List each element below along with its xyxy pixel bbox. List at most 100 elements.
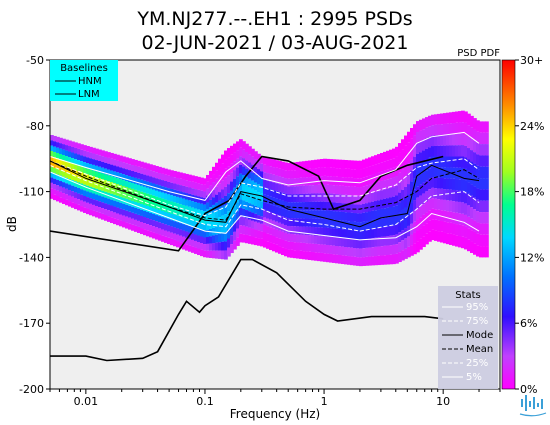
density-cell [152,189,156,196]
density-cell [53,151,57,158]
density-cell [143,210,147,218]
density-cell [482,121,486,133]
density-cell [77,182,81,189]
density-cell [221,189,225,199]
density-cell [137,178,141,185]
density-cell [167,231,171,238]
density-cell [485,189,489,201]
density-cell [380,246,384,256]
density-cell [389,178,393,188]
density-cell [383,245,387,256]
density-cell [71,146,75,153]
density-cell [440,199,444,211]
density-cell [404,207,408,218]
density-cell [50,135,54,141]
density-cell [371,174,375,184]
density-cell [206,250,210,258]
colorbar-tick-label: 12% [520,251,544,264]
density-cell [269,181,273,190]
density-cell [407,246,411,258]
density-cell [62,198,66,204]
density-cell [173,196,177,203]
density-cell [80,189,84,195]
density-cell [461,145,465,157]
density-cell [257,215,261,223]
density-cell [188,245,192,252]
density-cell [191,214,195,221]
density-cell [365,194,369,204]
density-cell [404,248,408,259]
density-cell [305,243,309,252]
density-cell [458,133,462,146]
series-line-lnm [50,258,444,362]
density-cell [446,112,450,124]
density-cell [251,188,255,197]
density-cell [146,199,150,206]
density-cell [428,168,432,179]
density-cell [260,238,264,247]
density-cell [83,190,87,196]
density-cell [89,181,93,187]
density-cell [122,209,126,216]
density-cell [353,256,357,266]
density-cell [251,220,255,229]
density-cell [278,207,282,216]
density-cell [53,194,57,201]
density-cell [413,189,417,201]
density-cell [326,236,330,245]
density-cell [245,176,249,186]
density-cell [158,197,162,204]
density-cell [284,201,288,210]
density-cell [107,157,111,164]
density-cell [455,122,459,134]
density-cell [473,129,477,141]
density-cell [266,157,270,166]
density-cell [50,172,54,178]
density-cell [452,111,456,124]
density-cell [257,184,261,193]
density-cell [122,180,126,187]
density-cell [86,146,90,152]
density-cell [101,208,105,214]
density-cell [119,161,123,168]
density-cell [173,208,177,215]
density-cell [470,218,474,231]
density-cell [128,223,132,230]
density-cell [101,156,105,162]
density-cell [356,248,360,258]
density-cell [152,165,156,172]
density-cell [302,161,306,170]
density-cell [242,208,246,218]
density-cell [302,234,306,243]
density-cell [290,202,294,211]
density-cell [293,218,297,227]
density-cell [377,154,381,164]
density-cell [446,178,450,190]
density-cell [398,212,402,223]
density-cell [92,182,96,188]
density-cell [404,197,408,208]
density-cell [269,204,273,212]
density-cell [119,208,123,215]
density-cell [299,169,303,178]
density-cell [263,157,267,165]
density-cell [245,160,249,169]
density-cell [212,212,216,221]
density-cell [263,172,267,180]
density-cell [314,227,318,236]
density-cell [95,211,99,218]
density-cell [458,236,462,248]
density-cell [215,194,219,203]
density-cell [479,189,483,201]
density-cell [386,207,390,218]
density-cell [338,211,342,221]
density-cell [176,209,180,216]
density-cell [98,201,102,208]
density-cell [470,241,474,253]
density-cell [176,184,180,191]
density-cell [161,192,165,199]
density-cell [308,193,312,202]
density-cell [389,235,393,246]
density-cell [449,156,453,168]
density-cell [278,215,282,223]
